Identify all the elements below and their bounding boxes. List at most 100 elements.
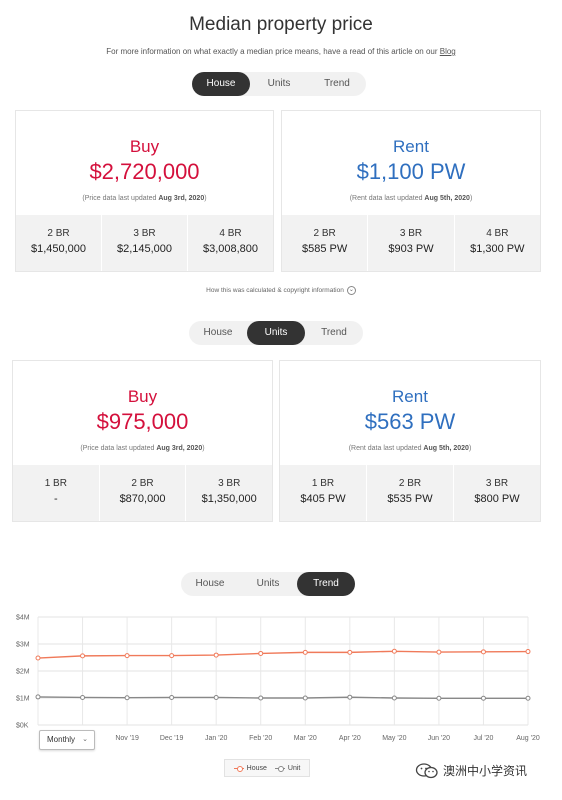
y-tick-label: $0K [16,723,29,730]
bedroom-cell: 2 BR $870,000 [98,465,186,521]
data-point-unit [258,695,264,701]
data-point-house [213,652,219,658]
watermark-text: 澳洲中小学资讯 [443,764,528,778]
data-point-house [35,655,41,661]
rent-updated: (Rent data last updated Aug 5th, 2020) [280,445,540,452]
bedroom-name: 3 BR [218,478,241,489]
info-text-body: For more information on what exactly a m… [106,47,440,56]
data-point-unit [80,694,86,700]
chevron-down-icon[interactable]: ⌄ [346,286,356,295]
updated-prefix: (Price data last updated [82,195,159,202]
trend-chart: $0K $1M $2M $3M $4M Nov '19 Dec '19 Jan '20 Feb … [0,600,562,750]
data-point-house [391,648,397,654]
tab-house[interactable]: House [203,327,233,338]
bedroom-cell: 4 BR $1,300 PW [453,215,540,271]
y-tick-label: $1M [16,696,30,703]
x-tick-label: Dec '19 [160,735,184,742]
period-select[interactable]: Monthly ⌄ [39,730,95,750]
data-point-house [525,649,531,655]
bedroom-cell: 3 BR $2,145,000 [101,215,187,271]
buy-price: $2,720,000 [89,159,200,184]
legend-unit[interactable]: Unit [274,764,301,772]
tab-house[interactable]: House [195,578,225,589]
data-point-house [124,653,130,659]
legend-house[interactable]: House [233,764,267,772]
bedroom-breakdown: 1 BR $405 PW 2 BR $535 PW 3 BR $800 PW [280,465,540,521]
series-line-unit [37,696,528,699]
bedroom-name: 3 BR [399,228,423,239]
updated-suffix: ) [468,445,472,452]
bedroom-cell: 3 BR $903 PW [367,215,453,271]
tab-trend[interactable]: Trend [297,572,355,596]
units-toggle-group: House Units Trend [189,321,363,345]
x-tick-label: Mar '20 [294,735,317,742]
units-rent-card: Rent $563 PW (Rent data last updated Aug… [279,360,541,522]
tab-units[interactable]: Units [267,78,291,89]
bedroom-name: 2 BR [131,478,154,489]
data-point-house [80,653,86,659]
bedroom-value: $3,008,800 [202,243,259,255]
bedroom-value: $1,300 PW [470,243,525,255]
tab-units[interactable]: Units [256,578,280,589]
chart-legend: House Unit [224,759,310,777]
bedroom-cell: 1 BR - [13,465,99,521]
bedroom-value: $903 PW [388,243,434,255]
y-tick-label: $4M [16,615,30,622]
bedroom-cell: 2 BR $535 PW [366,465,453,521]
bedroom-value: $1,350,000 [201,493,257,505]
buy-label: Buy [127,387,158,406]
y-tick-label: $2M [16,669,30,676]
rent-updated: (Rent data last updated Aug 5th, 2020) [282,195,540,202]
bedroom-name: 1 BR [311,478,335,489]
tab-house[interactable]: House [192,72,250,96]
buy-updated: (Price data last updated Aug 3rd, 2020) [13,445,272,452]
x-tick-label: May '20 [382,735,406,742]
data-point-unit [436,695,442,701]
calc-info-link[interactable]: How this was calculated & copyright info… [0,286,562,295]
bedroom-value: - [54,493,58,505]
data-point-house [347,649,353,655]
data-point-unit [124,695,130,701]
blog-link[interactable]: Blog [439,47,456,56]
y-tick-label: $3M [16,642,30,649]
data-point-unit [347,694,353,700]
house-rent-card: Rent $1,100 PW (Rent data last updated A… [281,110,541,272]
data-point-house [480,649,486,655]
x-tick-label: Jan '20 [205,735,227,742]
data-point-unit [213,694,219,700]
data-point-house [169,653,175,659]
x-tick-label: Jun '20 [428,735,450,742]
legend-unit-label: Unit [287,764,301,772]
bedroom-cell: 2 BR $1,450,000 [16,215,101,271]
updated-prefix: (Rent data last updated [349,195,425,202]
info-text: For more information on what exactly a m… [0,47,562,56]
bedroom-cell: 2 BR $585 PW [282,215,367,271]
bedroom-cell: 4 BR $3,008,800 [187,215,273,271]
bedroom-name: 4 BR [219,228,242,239]
data-point-unit [391,695,397,701]
bedroom-value: $800 PW [474,493,520,505]
tab-units[interactable]: Units [247,321,305,345]
period-select-value: Monthly [47,735,76,744]
bedroom-name: 3 BR [485,478,509,489]
tab-trend[interactable]: Trend [324,78,350,89]
updated-suffix: ) [204,195,207,202]
data-point-unit [169,694,175,700]
house-buy-card: Buy $2,720,000 (Price data last updated … [15,110,274,272]
bedroom-value: $2,145,000 [116,243,173,255]
tab-trend[interactable]: Trend [321,327,347,338]
rent-label: Rent [393,137,429,156]
bedroom-name: 2 BR [398,478,422,489]
legend-house-label: House [246,764,267,772]
bedroom-value: $405 PW [300,493,346,505]
bedroom-cell: 1 BR $405 PW [280,465,366,521]
watermark: 澳洲中小学资讯 [415,762,527,779]
chevron-down-icon: ⌄ [82,736,88,743]
data-point-house [302,649,308,655]
x-tick-label: Apr '20 [339,735,361,742]
updated-date: Aug 3rd, 2020 [158,195,205,202]
data-point-house [436,649,442,655]
x-tick-label: Aug '20 [516,735,540,742]
buy-updated: (Price data last updated Aug 3rd, 2020) [16,195,273,202]
rent-price: $1,100 PW [356,159,466,184]
